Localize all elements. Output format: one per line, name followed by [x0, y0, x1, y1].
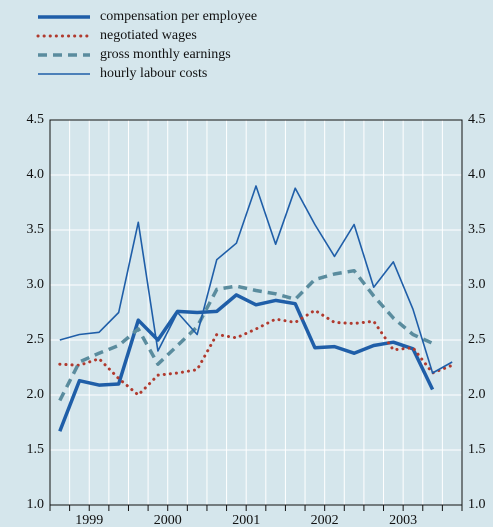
series-line [58, 293, 435, 432]
y-tick-label: 1.0 [27, 497, 45, 512]
y2-tick-label: 2.5 [468, 332, 486, 347]
y2-tick-label: 1.5 [468, 442, 486, 457]
series-line [58, 308, 454, 397]
y2-tick-label: 1.0 [468, 497, 486, 512]
x-year-label: 2001 [232, 513, 260, 527]
x-year-label: 1999 [75, 513, 103, 527]
y-tick-label: 2.0 [27, 387, 45, 402]
x-year-label: 2003 [389, 513, 417, 527]
y2-tick-label: 4.5 [468, 112, 486, 127]
legend-label: negotiated wages [100, 28, 197, 43]
y-tick-label: 4.5 [27, 112, 45, 127]
y2-tick-label: 4.0 [468, 167, 486, 182]
x-year-label: 2000 [154, 513, 182, 527]
y-tick-label: 1.5 [27, 442, 45, 457]
legend-label: hourly labour costs [100, 66, 207, 81]
y2-tick-label: 3.5 [468, 222, 486, 237]
legend-label: gross monthly earnings [100, 47, 231, 62]
series-line [58, 268, 434, 402]
series-line [59, 185, 453, 374]
x-year-label: 2002 [311, 513, 339, 527]
plot-frame [49, 119, 463, 506]
y-tick-label: 4.0 [27, 167, 45, 182]
y2-tick-label: 3.0 [468, 277, 486, 292]
y2-tick-label: 2.0 [468, 387, 486, 402]
legend-label: compensation per employee [100, 9, 257, 24]
y-tick-label: 3.5 [27, 222, 45, 237]
y-tick-label: 2.5 [27, 332, 45, 347]
y-tick-label: 3.0 [27, 277, 45, 292]
